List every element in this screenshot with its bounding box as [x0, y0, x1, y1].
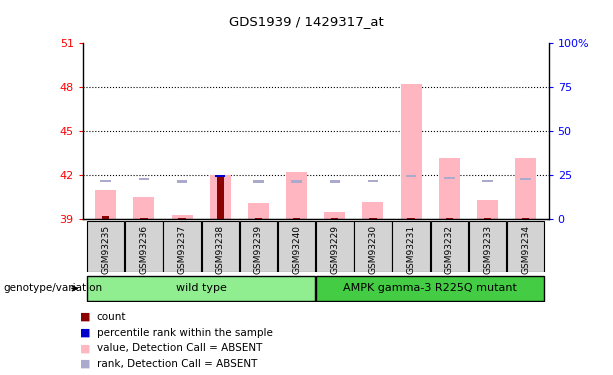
- Bar: [408, 218, 415, 219]
- Text: GSM93233: GSM93233: [483, 225, 492, 274]
- Bar: [291, 180, 302, 183]
- Bar: [210, 176, 230, 219]
- Bar: [362, 202, 384, 219]
- Text: count: count: [97, 312, 126, 322]
- Text: ■: ■: [80, 328, 90, 338]
- Bar: [431, 221, 468, 272]
- Bar: [216, 176, 224, 219]
- Bar: [255, 218, 262, 219]
- Bar: [484, 218, 491, 219]
- Bar: [324, 212, 345, 219]
- Text: GSM93240: GSM93240: [292, 225, 301, 274]
- Text: genotype/variation: genotype/variation: [3, 284, 102, 293]
- Text: GDS1939 / 1429317_at: GDS1939 / 1429317_at: [229, 15, 384, 28]
- Text: ■: ■: [80, 359, 90, 369]
- Bar: [163, 221, 200, 272]
- Bar: [477, 200, 498, 219]
- Bar: [392, 221, 430, 272]
- Bar: [202, 221, 239, 272]
- Bar: [515, 158, 536, 219]
- Bar: [87, 276, 315, 300]
- Text: GSM93239: GSM93239: [254, 225, 263, 274]
- Bar: [248, 203, 269, 219]
- Bar: [101, 180, 111, 182]
- Bar: [520, 178, 531, 180]
- Bar: [293, 218, 300, 219]
- Bar: [482, 180, 493, 182]
- Bar: [522, 218, 530, 219]
- Text: GSM93234: GSM93234: [521, 225, 530, 274]
- Text: wild type: wild type: [176, 284, 227, 293]
- Bar: [125, 221, 162, 272]
- Bar: [316, 221, 354, 272]
- Text: GSM93232: GSM93232: [445, 225, 454, 274]
- Bar: [253, 180, 264, 183]
- Bar: [215, 175, 226, 177]
- Text: GSM93229: GSM93229: [330, 225, 339, 274]
- Bar: [215, 175, 226, 177]
- Bar: [401, 84, 422, 219]
- Text: percentile rank within the sample: percentile rank within the sample: [97, 328, 273, 338]
- Text: rank, Detection Call = ABSENT: rank, Detection Call = ABSENT: [97, 359, 257, 369]
- Bar: [102, 216, 109, 219]
- Bar: [331, 218, 338, 219]
- Text: GSM93235: GSM93235: [101, 225, 110, 274]
- Text: GSM93230: GSM93230: [368, 225, 378, 274]
- Text: value, Detection Call = ABSENT: value, Detection Call = ABSENT: [97, 344, 262, 353]
- Bar: [446, 218, 453, 219]
- Bar: [330, 180, 340, 183]
- Text: GSM93238: GSM93238: [216, 225, 225, 274]
- Bar: [95, 190, 116, 219]
- Bar: [286, 172, 307, 219]
- Text: ■: ■: [80, 344, 90, 353]
- Bar: [368, 180, 378, 182]
- Text: AMPK gamma-3 R225Q mutant: AMPK gamma-3 R225Q mutant: [343, 284, 517, 293]
- Text: GSM93231: GSM93231: [406, 225, 416, 274]
- Bar: [177, 180, 188, 183]
- Text: GSM93236: GSM93236: [139, 225, 148, 274]
- Bar: [172, 215, 192, 219]
- Bar: [316, 276, 544, 300]
- Bar: [369, 218, 376, 219]
- Text: ■: ■: [80, 312, 90, 322]
- Bar: [140, 218, 148, 219]
- Bar: [240, 221, 277, 272]
- Bar: [278, 221, 315, 272]
- Bar: [406, 175, 416, 177]
- Bar: [87, 221, 124, 272]
- Text: GSM93237: GSM93237: [178, 225, 186, 274]
- Bar: [439, 158, 460, 219]
- Bar: [354, 221, 392, 272]
- Bar: [178, 218, 186, 219]
- Bar: [444, 177, 455, 179]
- Bar: [134, 197, 154, 219]
- Bar: [139, 178, 149, 180]
- Bar: [469, 221, 506, 272]
- Bar: [507, 221, 544, 272]
